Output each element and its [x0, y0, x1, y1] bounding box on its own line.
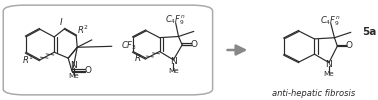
Text: N: N: [325, 60, 332, 69]
Text: N: N: [70, 61, 77, 70]
Text: $R^2$: $R^2$: [77, 24, 89, 36]
Text: O: O: [190, 40, 197, 49]
Text: anti-hepatic fibrosis: anti-hepatic fibrosis: [272, 89, 355, 98]
Text: N: N: [170, 57, 177, 66]
Text: Me: Me: [324, 71, 335, 77]
Text: Me: Me: [168, 68, 179, 74]
Text: $C_4F_9^n$: $C_4F_9^n$: [165, 14, 186, 27]
Text: I: I: [60, 18, 63, 27]
Text: O: O: [85, 66, 92, 76]
Text: $R^1$: $R^1$: [22, 54, 34, 66]
Text: 5a: 5a: [363, 27, 377, 37]
Text: R: R: [135, 54, 141, 63]
Text: $CF_3$: $CF_3$: [121, 40, 137, 52]
Text: $C_4F_9^n$: $C_4F_9^n$: [321, 14, 341, 28]
Text: O: O: [345, 41, 353, 50]
Text: Me: Me: [68, 73, 79, 79]
